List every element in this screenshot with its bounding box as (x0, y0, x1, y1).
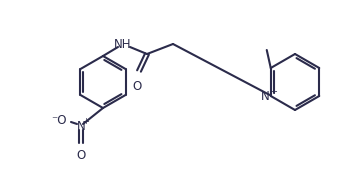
Text: O: O (76, 149, 86, 162)
Text: NH: NH (114, 37, 132, 51)
Text: ⁻O: ⁻O (51, 114, 67, 126)
Text: N: N (77, 120, 85, 132)
Text: +: + (270, 87, 277, 95)
Text: O: O (132, 80, 141, 93)
Text: +: + (82, 116, 89, 126)
Text: N: N (261, 89, 270, 103)
